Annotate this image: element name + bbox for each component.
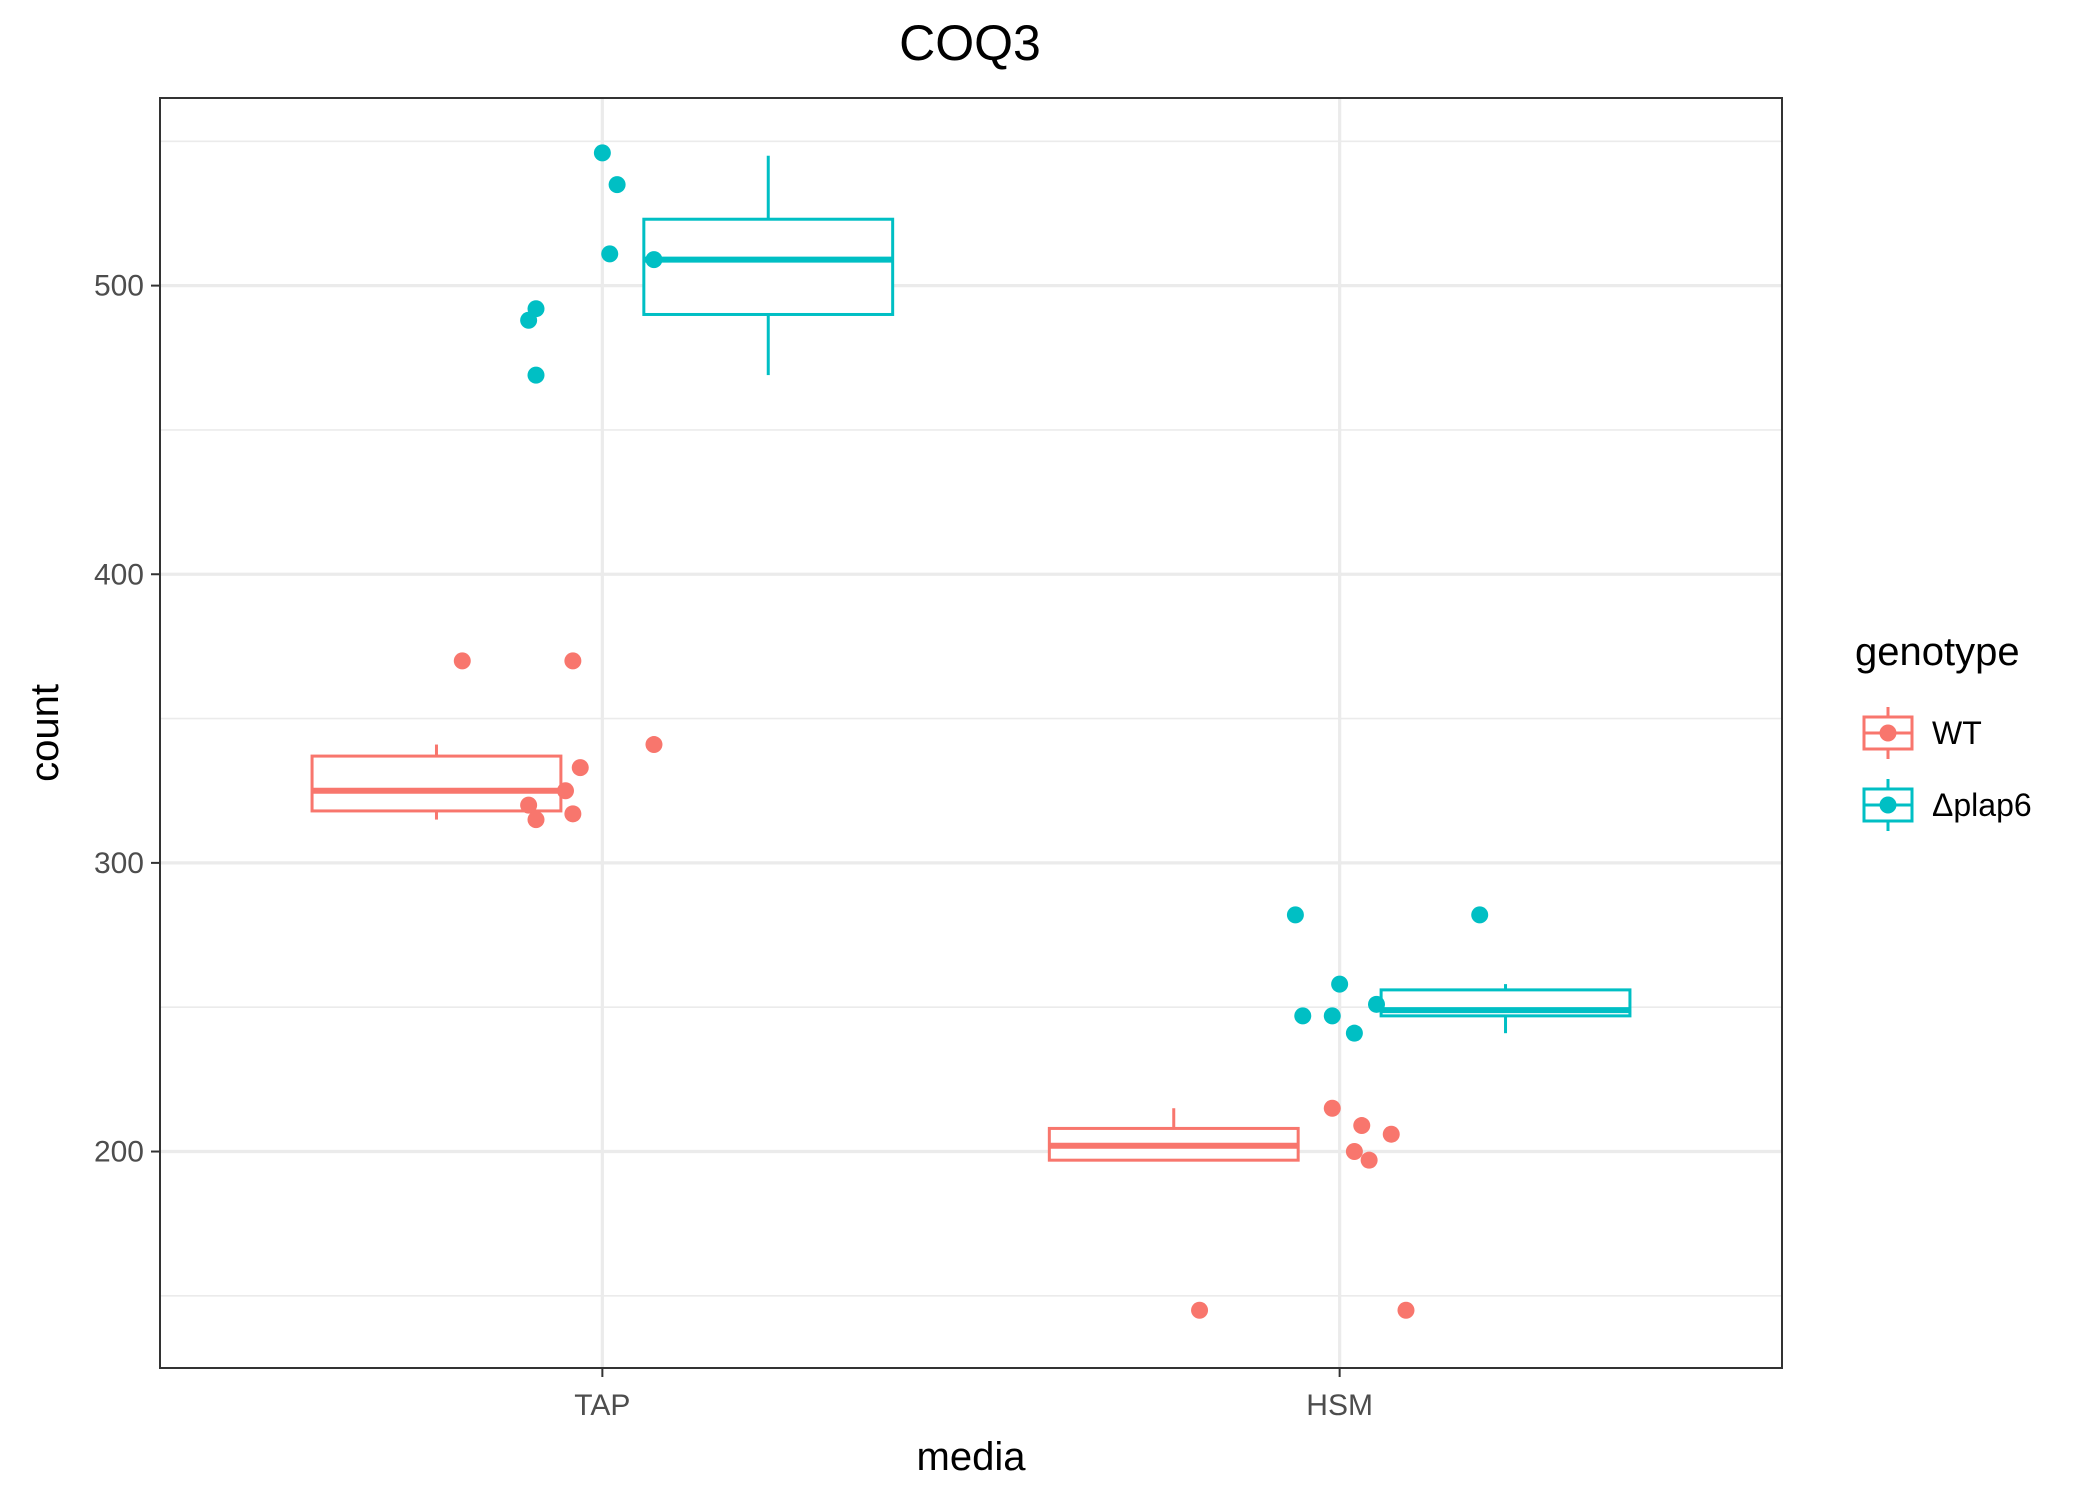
data-point [601,245,619,263]
y-axis-title: count [23,684,67,782]
legend-items: WT Δplap6 [1862,707,2032,831]
data-point [645,736,663,754]
x-tick-label: TAP [574,1389,630,1422]
chart-title: COQ3 [899,15,1041,71]
legend-item: Δplap6 [1862,779,2032,831]
data-point [1353,1117,1371,1135]
data-point [453,652,471,670]
point-layer [453,144,1489,1319]
boxplot-Δplap6-TAP [642,155,895,376]
data-point [527,366,545,384]
data-point [564,652,582,670]
legend-key-point [1879,796,1897,814]
data-point [1345,1024,1363,1042]
y-tick-label: 400 [94,558,144,591]
data-point [1323,1007,1341,1025]
data-point [608,176,626,194]
data-point [1368,995,1385,1013]
x-axis-title: media [917,1435,1027,1479]
y-tick-label: 500 [94,270,144,303]
legend-key-point [1879,724,1897,742]
data-point [645,251,663,269]
y-axis: 200 300 400 500 [94,270,160,1169]
boxplot-WT-HSM [1047,1108,1300,1162]
x-axis: TAP HSM [574,1368,1373,1422]
box-layer [310,155,1632,1162]
boxplot-Δplap6-HSM [1379,984,1632,1034]
grid-lines [160,98,1782,1368]
data-point [1397,1301,1415,1319]
boxplot-WT-TAP [310,744,563,820]
data-point [1382,1125,1400,1143]
box [642,217,895,316]
data-point [593,144,611,162]
panel-border [159,97,1783,1369]
data-point [1191,1301,1209,1319]
data-point [557,782,574,800]
data-point [1323,1099,1341,1117]
data-point [520,796,538,814]
data-point [1294,1007,1312,1025]
x-tick-label: HSM [1306,1389,1373,1422]
legend: genotype WT Δplap6 [1855,630,2032,831]
legend-item: WT [1862,707,1982,759]
data-point [1331,975,1349,993]
legend-label: WT [1932,715,1982,751]
data-point [564,805,582,823]
data-point [527,811,545,829]
data-point [1286,906,1304,924]
y-tick-label: 200 [94,1136,144,1169]
data-point [1345,1143,1363,1161]
box [310,754,563,813]
data-point [527,300,545,318]
data-point [1360,1151,1378,1169]
plot-panel [159,97,1783,1369]
legend-label: Δplap6 [1932,787,2032,823]
y-tick-label: 300 [94,847,144,880]
legend-title: genotype [1855,630,2020,674]
data-point [1471,906,1489,924]
data-point [571,759,589,777]
